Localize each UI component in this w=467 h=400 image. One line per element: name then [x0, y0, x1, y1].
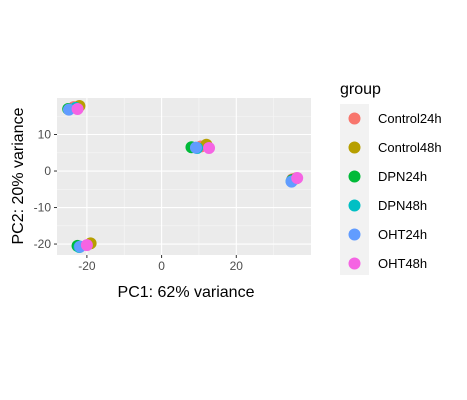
data-point-oht48h — [203, 142, 216, 155]
y-tick-label: 0 — [44, 164, 51, 178]
x-tick-label: 20 — [230, 259, 244, 273]
legend-key-control48h — [348, 141, 361, 154]
legend-key-dpn48h — [348, 199, 361, 212]
data-point-oht48h — [291, 171, 304, 184]
legend-label-oht24h: OHT24h — [378, 227, 427, 242]
x-tick-label: -20 — [78, 259, 96, 273]
y-tick-label: -10 — [34, 201, 52, 215]
y-tick-label: 10 — [38, 128, 52, 142]
legend-key-oht48h — [348, 257, 361, 270]
x-axis-title: PC1: 62% variance — [118, 284, 255, 301]
legend-title: group — [340, 81, 381, 98]
y-axis-title: PC2: 20% variance — [10, 107, 27, 244]
legend-key-control24h — [348, 112, 361, 125]
x-tick-label: 0 — [158, 259, 165, 273]
legend-key-dpn24h — [348, 170, 361, 183]
legend-label-oht48h: OHT48h — [378, 256, 427, 271]
legend-key-background — [340, 104, 369, 275]
panel-background — [57, 98, 311, 255]
legend-label-control48h: Control48h — [378, 140, 442, 155]
legend-key-oht24h — [348, 228, 361, 241]
y-tick-label: -20 — [34, 237, 52, 251]
data-points — [62, 100, 304, 253]
major-gridlines — [57, 98, 311, 255]
y-axis: -20 -10 0 10 — [34, 128, 57, 251]
legend-label-dpn24h: DPN24h — [378, 169, 427, 184]
legend: group Control24h Control48h DPN24h DPN48h OH… — [340, 81, 442, 275]
data-point-oht24h — [189, 141, 202, 154]
legend-label-control24h: Control24h — [378, 111, 442, 126]
minor-gridlines — [57, 98, 311, 255]
legend-label-dpn48h: DPN48h — [378, 198, 427, 213]
x-axis: -20 0 20 — [78, 255, 243, 273]
data-point-oht24h — [62, 103, 75, 116]
data-point-oht48h — [80, 239, 93, 252]
data-point-oht48h — [71, 102, 84, 115]
